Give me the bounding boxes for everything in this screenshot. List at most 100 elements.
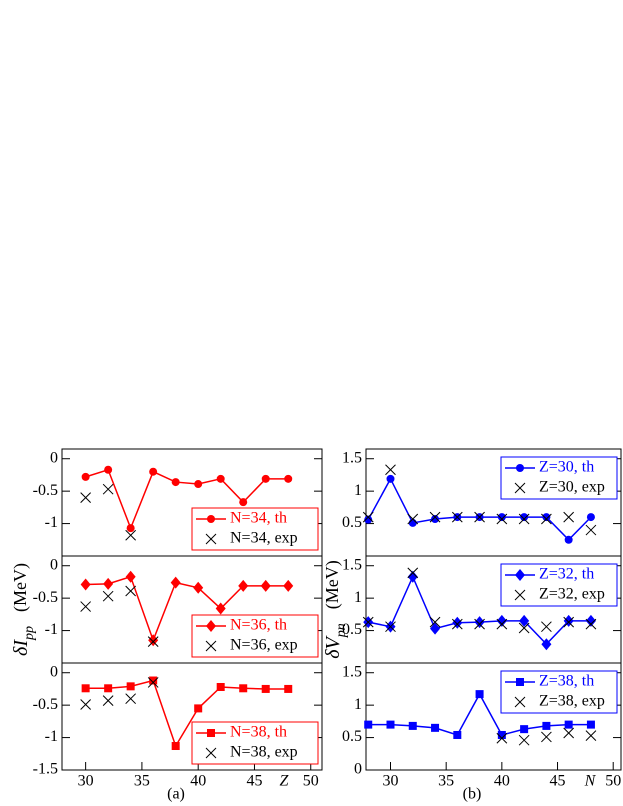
marker bbox=[206, 620, 216, 632]
marker bbox=[585, 618, 597, 630]
x-tick-label: 35 bbox=[134, 773, 150, 790]
x-tick-label: 50 bbox=[303, 773, 319, 790]
marker bbox=[541, 731, 552, 743]
marker-stroke bbox=[429, 616, 441, 628]
marker bbox=[171, 742, 180, 751]
x-tick-label: 50 bbox=[605, 773, 621, 790]
marker-stroke bbox=[147, 677, 159, 688]
marker bbox=[585, 614, 596, 627]
marker bbox=[474, 616, 485, 629]
marker bbox=[125, 585, 137, 597]
marker bbox=[520, 513, 529, 522]
marker bbox=[563, 614, 574, 627]
y-axis-subscript: pn bbox=[334, 623, 349, 638]
marker-stroke bbox=[563, 616, 575, 628]
marker-stroke bbox=[205, 640, 217, 652]
marker-stroke bbox=[541, 513, 552, 525]
marker bbox=[125, 570, 136, 583]
legend-label: N=36, exp bbox=[230, 637, 298, 654]
legend-label: Z=30, exp bbox=[539, 479, 605, 496]
marker-stroke bbox=[429, 511, 441, 523]
marker bbox=[205, 640, 217, 652]
marker bbox=[429, 511, 441, 523]
marker bbox=[125, 529, 137, 541]
marker-stroke bbox=[125, 529, 137, 541]
y-tick-label: 1.5 bbox=[342, 556, 362, 573]
marker bbox=[238, 579, 249, 592]
marker bbox=[102, 695, 114, 706]
marker bbox=[147, 636, 159, 647]
legend-label: N=38, th bbox=[230, 724, 287, 741]
y-axis-symbol: δV bbox=[322, 634, 344, 658]
legend-label: Z=38, exp bbox=[539, 693, 605, 710]
legend-label: Z=30, th bbox=[539, 459, 594, 476]
marker-stroke bbox=[205, 747, 217, 759]
marker bbox=[497, 730, 506, 739]
marker bbox=[149, 676, 158, 685]
marker bbox=[216, 682, 225, 691]
y-tick-label: 1 bbox=[354, 482, 362, 499]
marker bbox=[496, 614, 507, 627]
y-axis-symbol: δI bbox=[10, 639, 32, 656]
marker bbox=[239, 684, 248, 693]
marker bbox=[126, 524, 135, 533]
x-tick-label: 40 bbox=[494, 773, 510, 790]
panel-frame bbox=[61, 662, 323, 771]
y-tick-label: -1 bbox=[45, 514, 58, 531]
marker-stroke bbox=[514, 482, 526, 494]
marker bbox=[520, 725, 529, 734]
legend-label: N=38, exp bbox=[230, 744, 298, 761]
y-tick-label: -0.5 bbox=[33, 696, 58, 713]
y-tick-label: 0 bbox=[50, 449, 58, 466]
marker bbox=[431, 723, 440, 732]
marker bbox=[451, 618, 463, 630]
y-tick-label: -0.5 bbox=[33, 482, 58, 499]
y-tick-label: -0.5 bbox=[33, 589, 58, 606]
marker-stroke bbox=[514, 589, 526, 601]
marker-stroke bbox=[451, 618, 463, 630]
marker-stroke bbox=[125, 693, 137, 705]
marker bbox=[80, 699, 91, 710]
marker bbox=[563, 727, 575, 739]
y-axis-label: δVpn (MeV) bbox=[322, 560, 349, 659]
marker bbox=[148, 634, 159, 647]
marker bbox=[80, 601, 91, 612]
marker bbox=[514, 482, 526, 494]
y-tick-label: 1.5 bbox=[342, 449, 362, 466]
marker-stroke bbox=[80, 699, 91, 710]
marker bbox=[496, 513, 508, 525]
marker bbox=[205, 533, 217, 545]
marker-stroke bbox=[362, 511, 374, 523]
series-line bbox=[85, 575, 289, 643]
marker-stroke bbox=[102, 695, 114, 706]
y-tick-label: -1 bbox=[45, 621, 58, 638]
marker bbox=[474, 511, 485, 523]
marker-stroke bbox=[585, 618, 597, 630]
marker bbox=[194, 704, 203, 713]
panel-frame bbox=[365, 662, 622, 771]
marker bbox=[429, 616, 441, 628]
marker bbox=[585, 730, 597, 741]
marker-stroke bbox=[563, 511, 575, 523]
marker bbox=[205, 747, 217, 759]
marker-stroke bbox=[362, 616, 374, 628]
marker bbox=[171, 478, 180, 487]
legend-label: Z=32, exp bbox=[539, 586, 605, 603]
marker bbox=[497, 513, 506, 522]
marker bbox=[126, 682, 135, 691]
marker bbox=[103, 577, 114, 590]
marker-stroke bbox=[451, 511, 463, 523]
marker bbox=[586, 720, 595, 729]
marker bbox=[125, 693, 137, 705]
marker-stroke bbox=[147, 636, 159, 647]
marker bbox=[385, 621, 396, 633]
legend-box bbox=[191, 614, 319, 658]
marker-stroke bbox=[385, 621, 396, 633]
marker bbox=[541, 621, 552, 633]
x-tick-label: 45 bbox=[550, 773, 566, 790]
marker bbox=[170, 576, 181, 589]
marker bbox=[386, 474, 395, 483]
y-tick-label: 1 bbox=[354, 589, 362, 606]
marker bbox=[408, 721, 417, 730]
x-tick-label: 35 bbox=[438, 773, 454, 790]
